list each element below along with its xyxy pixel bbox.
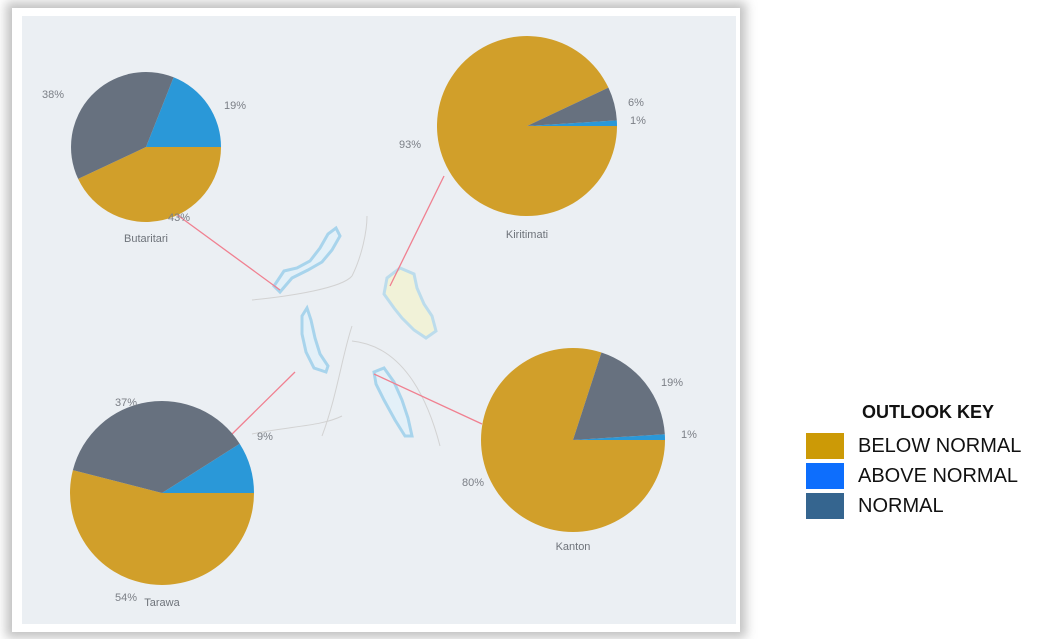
- route-line: [251, 415, 343, 435]
- leader-line-tarawa: [226, 371, 296, 440]
- key-item-below-normal: BELOW NORMAL: [806, 433, 1063, 459]
- pie-slice-kiritimati-above-normal: [527, 120, 617, 126]
- leader-line-kanton: [373, 373, 483, 425]
- pie-charts: 43% 19% 38% Butaritari 93% 1% 6% Kiritimati 54% 9…: [42, 36, 697, 609]
- pie-slice-butaritari-normal: [71, 72, 174, 179]
- key-item-above-normal: ABOVE NORMAL: [806, 463, 1063, 489]
- outlook-key-title: OUTLOOK KEY: [862, 402, 995, 422]
- pie-label-butaritari-below-normal: 43%: [168, 212, 190, 224]
- pie-title-kanton: Kanton: [556, 541, 591, 553]
- pie-title-butaritari: Butaritari: [124, 233, 168, 245]
- pie-slice-butaritari-below-normal: [78, 147, 221, 222]
- pie-slice-kanton-above-normal: [573, 434, 665, 440]
- leader-line-butaritari: [175, 213, 281, 291]
- pie-title-tarawa: Tarawa: [144, 597, 180, 609]
- pie-label-kiritimati-below-normal: 93%: [399, 139, 421, 151]
- swatch-normal: [806, 493, 844, 519]
- pie-label-butaritari-above-normal: 19%: [224, 100, 246, 112]
- key-label-below-normal: BELOW NORMAL: [858, 435, 1022, 457]
- route-line: [351, 215, 368, 277]
- pie-label-tarawa-above-normal: 9%: [257, 431, 273, 443]
- map-background: [251, 215, 441, 447]
- pie-label-kanton-below-normal: 80%: [462, 477, 484, 489]
- pie-slice-tarawa-normal: [72, 400, 240, 493]
- pie-title-kiritimati: Kiritimati: [506, 229, 548, 241]
- outlook-key: OUTLOOK KEY BELOW NORMAL ABOVE NORMAL NO…: [806, 398, 1063, 558]
- pie-label-kiritimati-above-normal: 1%: [630, 115, 646, 127]
- map-panel: 43% 19% 38% Butaritari 93% 1% 6% Kiritimati 54% 9…: [22, 16, 736, 624]
- route-line: [321, 325, 353, 437]
- pie-label-butaritari-normal: 38%: [42, 89, 64, 101]
- leader-lines: [175, 175, 483, 440]
- map-chart: 43% 19% 38% Butaritari 93% 1% 6% Kiritimati 54% 9…: [42, 36, 697, 609]
- swatch-above-normal: [806, 463, 844, 489]
- pie-slice-kanton-below-normal: [481, 347, 665, 532]
- pie-label-kanton-above-normal: 1%: [681, 429, 697, 441]
- pie-label-tarawa-below-normal: 54%: [115, 592, 137, 604]
- pie-slice-tarawa-above-normal: [162, 443, 255, 493]
- pie-slice-tarawa-below-normal: [70, 470, 254, 585]
- atoll-tarawa: [300, 304, 330, 374]
- pie-slice-kiritimati-normal: [527, 87, 617, 126]
- pie-label-tarawa-normal: 37%: [115, 397, 137, 409]
- key-label-normal: NORMAL: [858, 495, 944, 517]
- pie-slice-kanton-normal: [573, 352, 665, 440]
- atoll-kanton: [372, 366, 414, 438]
- pie-label-kiritimati-normal: 6%: [628, 97, 644, 109]
- atoll-butaritari: [272, 225, 342, 295]
- swatch-below-normal: [806, 433, 844, 459]
- pie-slice-butaritari-above-normal: [146, 77, 221, 147]
- route-line: [351, 340, 441, 447]
- key-item-normal: NORMAL: [806, 493, 1063, 519]
- key-label-above-normal: ABOVE NORMAL: [858, 465, 1019, 487]
- pie-label-kanton-normal: 19%: [661, 377, 683, 389]
- route-line: [251, 275, 353, 301]
- pie-slice-kiritimati-below-normal: [437, 36, 618, 217]
- leader-line-kiritimati: [389, 175, 445, 287]
- atoll-kiritimati: [382, 266, 438, 340]
